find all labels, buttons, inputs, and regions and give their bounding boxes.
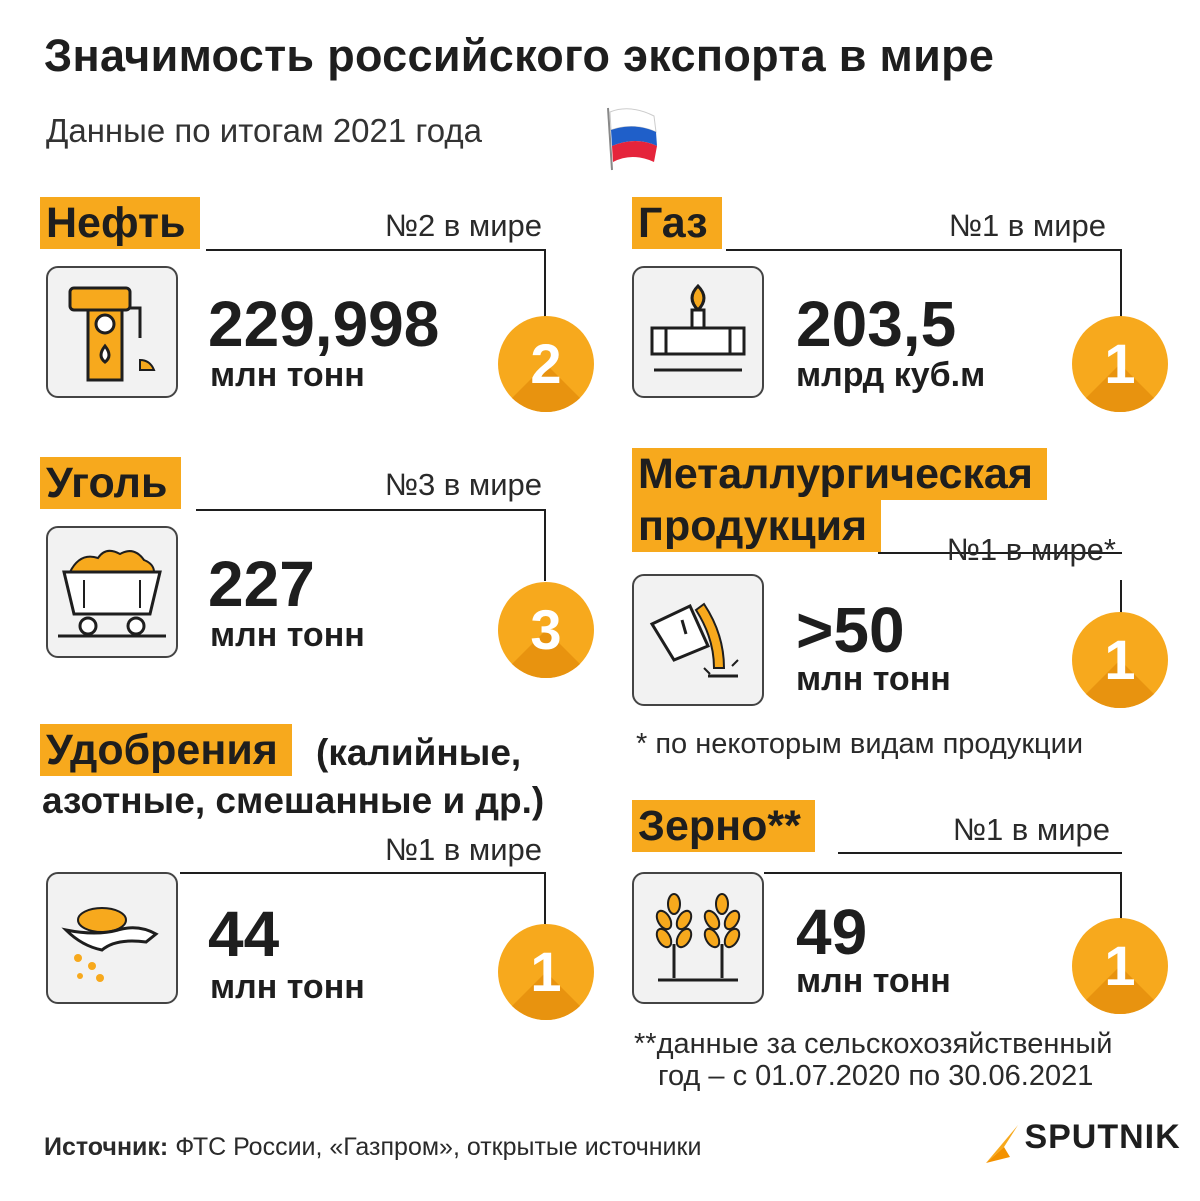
connector-line [544,872,546,924]
divider-line [206,249,546,251]
connector-line [1120,872,1122,922]
fertilizer-rank-badge: 1 [498,924,594,1020]
source-label: Источник: [44,1133,169,1161]
fertilizer-types-line2: азотные, смешанные и др.) [42,780,545,821]
fertilizer-types-line1: (калийные, [316,732,522,773]
brand-name: SPUTNIK [1024,1118,1181,1156]
oil-pump-icon [68,286,156,382]
fertilizer-value: 44 [208,898,280,970]
rank-number: 1 [1104,628,1136,691]
grain-footnote-line1: **данные за сельскохозяйственный [634,1028,1113,1060]
gas-value: 203,5 [796,288,957,360]
divider-line [726,249,1122,251]
oil-icon-box [46,266,178,398]
rank-number: 1 [1104,332,1136,395]
grain-rank-badge: 1 [1072,918,1168,1014]
wheat-icon [655,893,741,982]
sputnik-logo: SPUTNIK [984,1118,1181,1165]
gas-rank-text: №1 в мире [948,208,1106,243]
rank-number: 3 [530,598,562,661]
category-fertilizer-label: Удобрения [40,724,292,776]
divider-line [180,872,546,874]
metal-rank-text: №1 в мире* [946,532,1116,567]
russian-flag-icon [596,104,662,177]
metal-value: >50 [796,594,905,666]
rank-number: 2 [530,332,562,395]
rank-number: 1 [1104,934,1136,997]
grain-value: 49 [796,896,868,968]
metal-icon-box [632,574,764,706]
grain-icon-box [632,872,764,1004]
divider-line [838,852,1122,854]
coal-rank-badge: 3 [498,582,594,678]
page-subtitle: Данные по итогам 2021 года [46,112,482,149]
grain-footnote-line2: год – с 01.07.2020 по 30.06.2021 [658,1060,1094,1092]
category-grain-label: Зерно** [632,800,815,852]
coal-cart-icon [58,549,166,638]
gas-icon-box [632,266,764,398]
connector-line [1120,249,1122,321]
oil-rank-text: №2 в мире [384,208,542,243]
connector-line [1120,580,1122,620]
oil-rank-badge: 2 [498,316,594,412]
metal-rank-badge: 1 [1072,612,1168,708]
metal-footnote: * по некоторым видам продукции [636,728,1084,760]
grain-rank-text: №1 в мире [952,812,1110,847]
gas-rank-badge: 1 [1072,316,1168,412]
page-title: Значимость российского экспорта в мире [44,30,995,81]
molten-metal-icon [649,602,739,678]
sputnik-logo-icon [986,1124,1018,1163]
divider-line [878,552,1122,554]
divider-line [764,872,1122,874]
coal-icon-box [46,526,178,658]
coal-rank-text: №3 в мире [384,467,542,502]
fertilizer-unit: млн тонн [210,968,365,1006]
category-oil-label: Нефть [40,197,200,249]
oil-unit: млн тонн [210,356,365,394]
grain-unit: млн тонн [796,962,951,1000]
fertilizer-icon-box [46,872,178,1004]
source-text: ФТС России, «Газпром», открытые источник… [168,1133,702,1161]
divider-line [196,509,546,511]
gas-pipe-icon [650,283,746,372]
source-line: Источник: ФТС России, «Газпром», открыты… [44,1133,701,1162]
connector-line [544,509,546,581]
oil-value: 229,998 [208,288,440,360]
gas-unit: млрд куб.м [796,356,986,394]
category-metal-label-line1: Металлургическая [632,448,1047,500]
fertilizer-hand-icon [61,907,159,982]
connector-line [544,249,546,321]
coal-value: 227 [208,548,315,620]
category-coal-label: Уголь [40,457,182,509]
coal-unit: млн тонн [210,616,365,654]
metal-unit: млн тонн [796,660,951,698]
category-metal-label-line2: продукция [632,500,882,552]
fertilizer-rank-text: №1 в мире [384,832,542,867]
category-gas-label: Газ [632,197,722,249]
rank-number: 1 [530,940,562,1003]
